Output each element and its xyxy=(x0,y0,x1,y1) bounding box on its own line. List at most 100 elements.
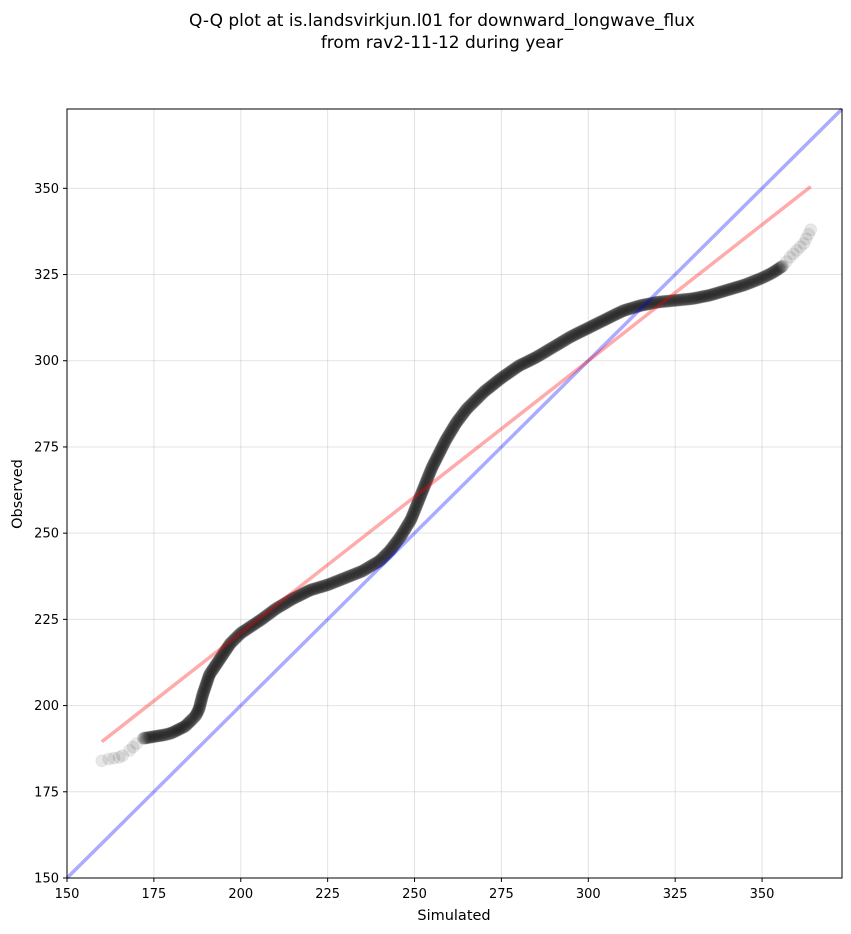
quantile-point xyxy=(142,730,156,744)
quantile-point xyxy=(801,227,815,241)
quantile-point xyxy=(602,311,616,325)
quantile-point xyxy=(406,508,420,522)
quantile-point xyxy=(535,347,549,361)
quantile-point xyxy=(799,232,813,246)
quantile-point xyxy=(485,379,499,393)
quantile-point xyxy=(498,369,512,383)
quantile-point xyxy=(621,302,635,316)
quantile-point xyxy=(750,273,764,287)
quantile-point xyxy=(734,279,748,293)
quantile-point xyxy=(632,299,646,313)
y-axis-ticks: 150 175 200 225 250 275 300 325 350 xyxy=(34,182,67,887)
quantile-point xyxy=(126,740,140,754)
quantile-point xyxy=(401,517,415,531)
quantile-point xyxy=(553,336,567,350)
quantile-point xyxy=(768,264,782,278)
quantile-point xyxy=(405,510,419,524)
quantile-point xyxy=(237,624,251,638)
quantile-point xyxy=(400,519,414,533)
quantile-point xyxy=(421,471,435,485)
quantile-point xyxy=(226,633,240,647)
quantile-point xyxy=(297,586,311,600)
quantile-point xyxy=(606,309,620,323)
quantile-point xyxy=(545,341,559,355)
quantile-point xyxy=(292,589,306,603)
quantile-point xyxy=(412,492,426,506)
quantile-point xyxy=(403,514,417,528)
quantile-point xyxy=(275,598,289,612)
quantile-point xyxy=(489,375,503,389)
quantile-point xyxy=(434,442,448,456)
quantile-point xyxy=(658,294,672,308)
quantile-point xyxy=(148,729,162,743)
quantile-point xyxy=(451,414,465,428)
quantile-point xyxy=(140,731,154,745)
quantile-point xyxy=(204,665,218,679)
quantile-point xyxy=(381,545,395,559)
quantile-point xyxy=(209,658,223,672)
quantile-point xyxy=(497,369,511,383)
quantile-point xyxy=(505,364,519,378)
quantile-point xyxy=(216,648,230,662)
quantile-point xyxy=(543,342,557,356)
quantile-point xyxy=(457,405,471,419)
quantile-point xyxy=(636,298,650,312)
quantile-point xyxy=(491,374,505,388)
x-tick-label: 225 xyxy=(315,887,340,902)
quantile-point xyxy=(321,578,335,592)
quantile-point xyxy=(436,439,450,453)
quantile-point xyxy=(756,270,770,284)
quantile-point xyxy=(369,556,383,570)
quantile-point xyxy=(548,339,562,353)
quantile-point xyxy=(481,381,495,395)
quantile-point xyxy=(699,289,713,303)
quantile-point xyxy=(580,322,594,336)
quantile-point xyxy=(466,396,480,410)
quantile-point xyxy=(690,291,704,305)
quantile-point xyxy=(194,692,208,706)
quantile-point xyxy=(446,422,460,436)
quantile-point xyxy=(291,589,305,603)
quantile-point xyxy=(474,388,488,402)
quantile-point xyxy=(444,424,458,438)
quantile-points xyxy=(95,223,818,768)
quantile-point xyxy=(228,632,242,646)
quantile-point xyxy=(386,540,400,554)
quantile-point xyxy=(418,478,432,492)
quantile-point xyxy=(440,432,454,446)
quantile-point xyxy=(610,307,624,321)
quantile-point xyxy=(323,577,337,591)
quantile-point xyxy=(408,503,422,517)
y-tick-label: 175 xyxy=(34,785,59,800)
quantile-point xyxy=(218,645,232,659)
quantile-point xyxy=(190,707,204,721)
quantile-point xyxy=(615,304,629,318)
quantile-point xyxy=(433,444,447,458)
quantile-point xyxy=(527,352,541,366)
quantile-point xyxy=(804,223,818,237)
quantile-point xyxy=(415,486,429,500)
quantile-point xyxy=(643,297,657,311)
quantile-point xyxy=(394,530,408,544)
quantile-point xyxy=(362,560,376,574)
quantile-point xyxy=(456,407,470,421)
quantile-point xyxy=(334,573,348,587)
quantile-point xyxy=(234,626,248,640)
quantile-point xyxy=(414,488,428,502)
reference-lines xyxy=(65,107,844,880)
quantile-point xyxy=(400,520,414,534)
x-tick-label: 275 xyxy=(489,887,514,902)
quantile-point xyxy=(692,290,706,304)
quantile-point xyxy=(253,613,267,627)
quantile-point xyxy=(182,715,196,729)
quantile-point xyxy=(471,391,485,405)
quantile-point xyxy=(467,395,481,409)
quantile-point xyxy=(758,270,772,284)
quantile-point xyxy=(192,701,206,715)
quantile-point xyxy=(609,307,623,321)
quantile-point xyxy=(407,504,421,518)
quantile-point xyxy=(429,453,443,467)
quantile-point xyxy=(492,373,506,387)
quantile-point xyxy=(424,463,438,477)
